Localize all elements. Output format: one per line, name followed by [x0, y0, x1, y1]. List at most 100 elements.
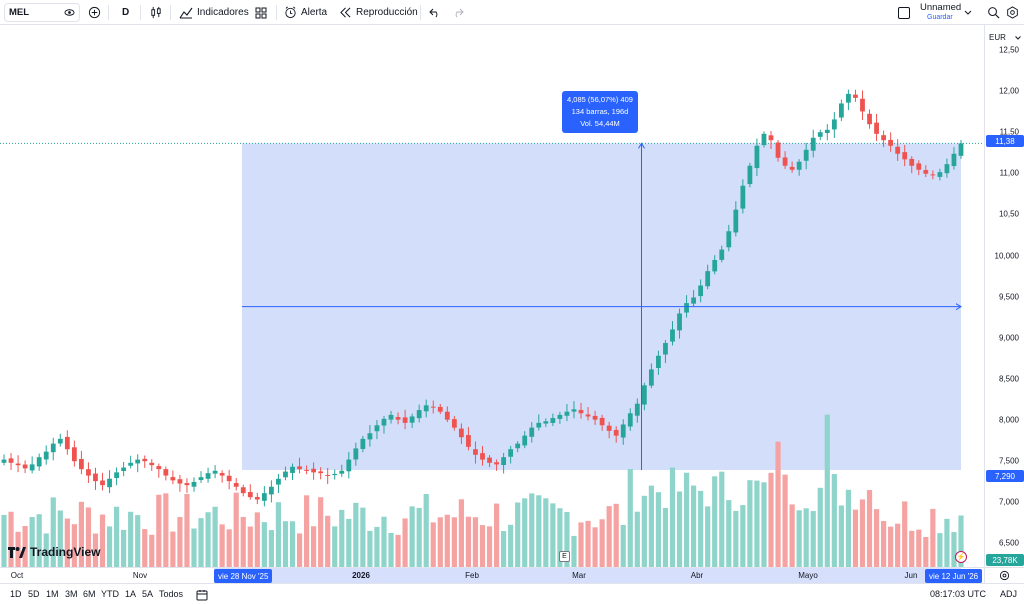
date-range-button[interactable] — [196, 588, 208, 605]
indicators-label: Indicadores — [197, 7, 249, 18]
candle-body — [923, 170, 929, 174]
redo-button[interactable] — [452, 0, 464, 25]
candle-body — [508, 449, 514, 457]
volume-bar — [423, 494, 429, 567]
currency-label: EUR — [989, 33, 1006, 42]
compare-button[interactable] — [88, 0, 101, 25]
range-3m-button[interactable]: 3M — [65, 589, 78, 599]
candle-body — [740, 185, 746, 209]
range-1d-button[interactable]: 1D — [10, 589, 22, 599]
volume-bar — [578, 522, 584, 567]
candle-body — [149, 462, 155, 466]
volume-bar — [388, 532, 394, 567]
volume-bar — [838, 505, 844, 567]
adj-button[interactable]: ADJ — [1000, 589, 1018, 599]
volume-bar — [923, 536, 929, 567]
fullscreen-checkbox[interactable] — [898, 0, 910, 25]
candle-body — [529, 427, 535, 437]
range-all-button[interactable]: Todos — [159, 589, 184, 599]
undo-button[interactable] — [429, 0, 441, 25]
range-6m-button[interactable]: 6M — [83, 589, 96, 599]
volume-bar — [437, 517, 443, 567]
scale-settings-button[interactable] — [984, 567, 1024, 583]
volume-bar — [824, 414, 830, 567]
volume-bar — [106, 526, 113, 567]
chart-type-button[interactable] — [150, 0, 162, 25]
price-chart[interactable] — [0, 25, 984, 567]
candle-body — [121, 467, 127, 472]
calendar-icon — [196, 590, 208, 601]
clock-time[interactable]: 08:17:03 UTC — [930, 589, 987, 599]
range-1y-button[interactable]: 1A — [125, 589, 137, 599]
bottom-toolbar: 1D 5D 1M 3M 6M YTD 1A 5A Todos 08:17:03 … — [0, 583, 1024, 605]
candle-body — [515, 443, 521, 449]
candle-body — [205, 473, 211, 479]
chart-pane[interactable] — [0, 25, 984, 567]
candle-body — [233, 483, 239, 487]
indicators-button[interactable]: Indicadores — [179, 0, 249, 25]
toolbar-divider — [108, 5, 109, 20]
replay-button[interactable]: Reproducción — [339, 0, 418, 25]
range-5d-button[interactable]: 5D — [28, 589, 40, 599]
range-ytd-button[interactable]: YTD — [101, 589, 119, 599]
toolbar-divider — [276, 5, 277, 20]
volume-bar — [810, 511, 816, 567]
time-scale[interactable]: Oct Nov 2026 Feb Mar Abr Mayo Jun vie 28… — [0, 567, 984, 584]
interval-button[interactable]: D — [122, 7, 130, 18]
volume-bar — [416, 507, 422, 567]
volume-bar — [339, 509, 345, 567]
volume-bar — [268, 530, 274, 567]
candle-body — [761, 133, 767, 146]
volume-bar — [205, 512, 211, 567]
candle-body — [501, 457, 507, 466]
candle-body — [536, 422, 542, 428]
candle-body — [684, 303, 689, 313]
candle-body — [268, 486, 274, 495]
candle-body — [261, 493, 267, 501]
symbol-search-box[interactable]: MEL — [4, 3, 80, 22]
lightning-icon[interactable]: ⚡ — [955, 551, 967, 563]
candle-body — [8, 458, 14, 463]
volume-bar — [219, 524, 225, 567]
candle-body — [325, 474, 331, 476]
candle-body — [867, 113, 872, 125]
earnings-marker[interactable]: E — [559, 551, 570, 562]
tradingview-logo[interactable]: TradingView — [8, 545, 100, 559]
alert-label: Alerta — [301, 7, 328, 18]
candle-body — [543, 421, 549, 424]
candle-body — [332, 473, 338, 476]
square-icon — [898, 6, 910, 19]
volume-bar — [768, 472, 774, 567]
volume-bar — [550, 503, 556, 567]
alert-button[interactable]: Alerta — [284, 0, 327, 25]
settings-button[interactable] — [1006, 0, 1019, 25]
candle-body — [803, 149, 809, 161]
candle-body — [487, 457, 492, 463]
volume-bar — [691, 485, 697, 567]
candle-body — [853, 94, 858, 98]
volume-bar — [557, 508, 563, 567]
range-5y-button[interactable]: 5A — [142, 589, 154, 599]
volume-bar — [198, 518, 204, 567]
layout-menu-chevron[interactable] — [964, 0, 972, 25]
price-label: 11,50 — [999, 127, 1019, 137]
symbol-label: MEL — [9, 7, 30, 18]
candle-body — [824, 129, 830, 134]
range-1m-button[interactable]: 1M — [46, 589, 59, 599]
volume-bar — [852, 509, 859, 567]
volume-bar — [360, 507, 366, 567]
candle-body — [297, 466, 302, 470]
candle-body — [670, 329, 675, 342]
layout-name-button[interactable]: Unnamed Guardar — [920, 2, 961, 23]
layouts-button[interactable] — [255, 0, 267, 25]
current-price-badge: 11,38 — [986, 135, 1024, 147]
volume-bar — [92, 533, 99, 567]
candle-body — [838, 103, 844, 118]
indicators-icon — [179, 7, 193, 19]
price-scale[interactable]: EUR 12,50 12,00 11,50 11,00 10,50 10,000 9,500… — [984, 25, 1024, 567]
quick-search-button[interactable] — [987, 0, 1000, 25]
measure-volume: Vol. 54,44M — [580, 119, 620, 128]
volume-bar — [754, 480, 760, 567]
currency-selector[interactable]: EUR — [985, 33, 1024, 42]
eye-icon[interactable] — [64, 7, 75, 18]
